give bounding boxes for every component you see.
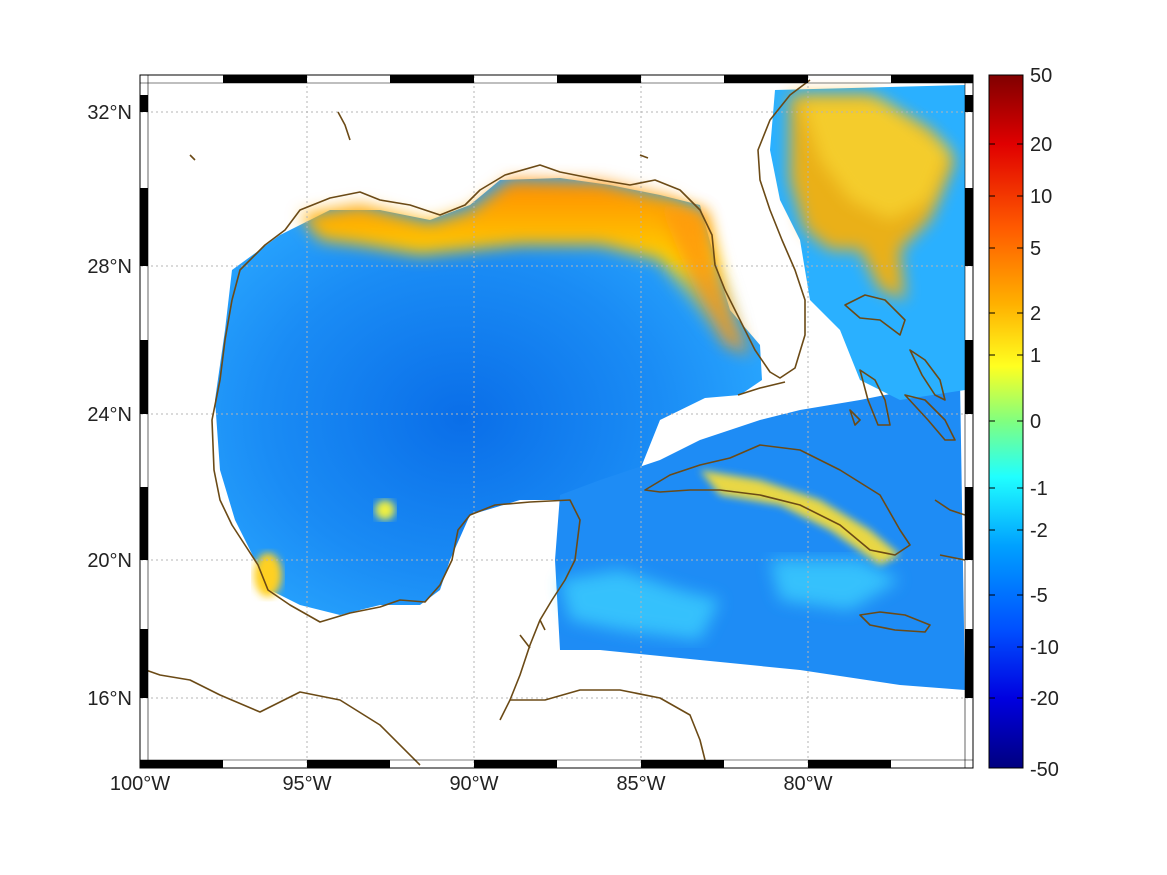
lat-label: 16°N [87,688,132,710]
lake-islands [189,111,649,161]
lon-label: 90°W [449,773,498,795]
colorbar-label: 20 [1030,134,1052,156]
central-america-coast [139,667,421,766]
sst-field [215,85,965,690]
bahamas [844,294,956,441]
colorbar-label: -1 [1030,478,1048,500]
florida-keys [737,381,786,396]
lon-label: 80°W [783,773,832,795]
lat-label: 28°N [87,256,132,278]
latitude-labels: 32°N 28°N 24°N 20°N 16°N [87,102,132,710]
yucatan-warm [375,500,395,520]
colorbar-label: 5 [1030,238,1041,260]
lat-label: 24°N [87,404,132,426]
jamaica [859,611,931,633]
longitude-labels: 100°W 95°W 90°W 85°W 80°W [110,773,833,795]
colorbar-label: 10 [1030,186,1052,208]
caribbean-cyan-patches [560,560,900,640]
grid [141,76,972,767]
florida-shelf-warm [660,205,750,355]
colorbar: 50 20 10 5 2 1 0 -1 -2 -5 -10 -20 -50 [988,65,1059,781]
map-frame [139,74,974,769]
lon-label: 95°W [282,773,331,795]
lon-label: 100°W [110,773,170,795]
gulf-water [215,178,762,615]
atlantic-yellow [800,100,950,220]
honduras-coast [510,689,706,761]
colorbar-label: -10 [1030,637,1059,659]
colorbar-label: -20 [1030,688,1059,710]
colorbar-label: -2 [1030,520,1048,542]
colorbar-label: -50 [1030,759,1059,781]
lat-label: 32°N [87,102,132,124]
lat-label: 20°N [87,550,132,572]
yucatan-islands [519,619,546,649]
colorbar-ticks [989,143,1023,699]
north-shelf-warm [300,180,745,345]
colorbar-label: 2 [1030,303,1041,325]
colorbar-label: 0 [1030,411,1041,433]
colorbar-label: 50 [1030,65,1052,87]
hispaniola [934,499,966,561]
colorbar-label: 1 [1030,345,1041,367]
mexico-coast [211,299,581,721]
cuba [644,444,911,556]
us-gulf-coast [231,79,811,379]
lon-label: 85°W [616,773,665,795]
veracruz-warm [254,553,282,597]
coastlines [139,79,966,766]
colorbar-label: -5 [1030,585,1048,607]
